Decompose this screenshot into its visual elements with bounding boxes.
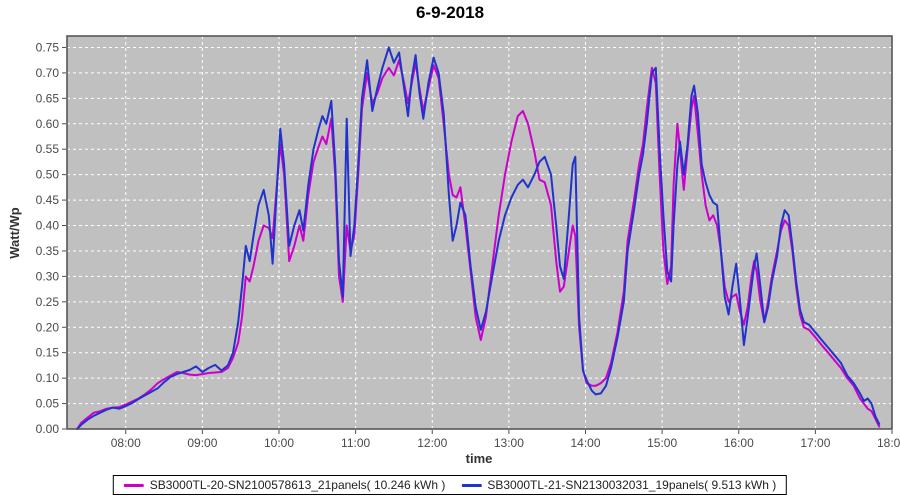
x-tick-label: 17:00 — [800, 436, 830, 450]
y-tick-label: 0.00 — [36, 422, 60, 436]
series-magenta-swatch — [123, 483, 144, 487]
x-axis-title: time — [466, 451, 493, 466]
x-tick-label: 09:00 — [187, 436, 217, 450]
series-line-1 — [76, 46, 881, 430]
x-tick-label: 15:00 — [647, 436, 677, 450]
y-tick-label: 0.45 — [36, 193, 60, 207]
series-blue-swatch — [461, 483, 482, 487]
y-tick-label: 0.60 — [36, 117, 60, 131]
plot-area — [67, 36, 892, 429]
y-tick-label: 0.15 — [36, 346, 60, 360]
series-line-0 — [76, 59, 881, 430]
y-axis-title: Watt/Wp — [7, 207, 22, 259]
y-tick-label: 0.20 — [36, 320, 60, 334]
y-tick-label: 0.40 — [36, 219, 60, 233]
x-tick-label: 12:00 — [417, 436, 447, 450]
legend-label-inverter-20: SB3000TL-20-SN2100578613_21panels( 10.24… — [149, 478, 446, 492]
y-tick-label: 0.50 — [36, 168, 60, 182]
plot-border — [66, 35, 893, 430]
legend-item-inverter-21: SB3000TL-21-SN2130032031_19panels( 9.513… — [461, 478, 776, 492]
y-tick-label: 0.25 — [36, 295, 60, 309]
y-tick-label: 0.05 — [36, 397, 60, 411]
y-tick-label: 0.30 — [36, 269, 60, 283]
y-tick-label: 0.75 — [36, 40, 60, 54]
x-tick-label: 08:00 — [111, 436, 141, 450]
x-tick-label: 13:00 — [494, 436, 524, 450]
y-tick-label: 0.10 — [36, 371, 60, 385]
x-tick-label: 10:00 — [264, 436, 294, 450]
chart-title: 6-9-2018 — [415, 3, 485, 22]
legend-label-inverter-21: SB3000TL-21-SN2130032031_19panels( 9.513… — [487, 478, 777, 492]
x-tick-label: 16:00 — [724, 436, 754, 450]
x-tick-label: 18:00 — [877, 436, 900, 450]
y-tick-label: 0.55 — [36, 142, 60, 156]
x-tick-label: 11:00 — [341, 436, 370, 450]
x-tick-label: 14:00 — [570, 436, 600, 450]
legend-box: SB3000TL-20-SN2100578613_21panels( 10.24… — [112, 475, 788, 495]
legend-item-inverter-20: SB3000TL-20-SN2100578613_21panels( 10.24… — [123, 478, 446, 492]
y-tick-label: 0.70 — [36, 66, 60, 80]
y-tick-label: 0.35 — [36, 244, 60, 258]
y-tick-label: 0.65 — [36, 91, 60, 105]
